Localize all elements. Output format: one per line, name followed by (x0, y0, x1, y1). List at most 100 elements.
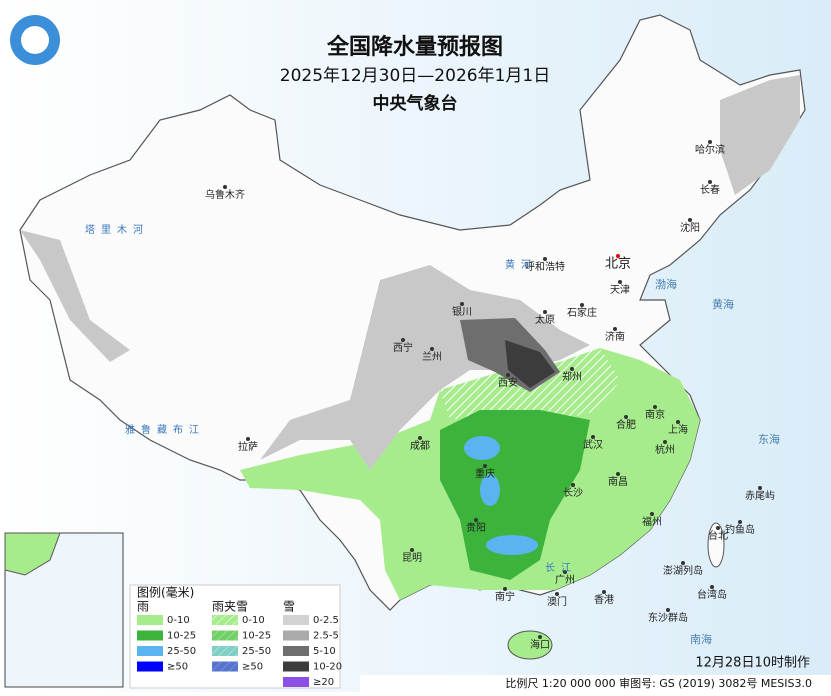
city-dot (710, 585, 714, 589)
city-label: 南京 (645, 408, 665, 421)
city-dot (571, 483, 575, 487)
rain-heavy (480, 474, 500, 506)
legend-swatch (137, 646, 163, 656)
legend-title: 图例(毫米) (137, 585, 194, 600)
city-label: 哈尔滨 (695, 143, 725, 156)
legend-label: ≥20 (313, 677, 334, 688)
city-dot (563, 570, 567, 574)
city-dot (708, 140, 712, 144)
city-label: 兰州 (422, 350, 442, 363)
city-dot (538, 635, 542, 639)
city-dot (410, 548, 414, 552)
legend-label: 25-50 (167, 646, 196, 657)
city-label: 南昌 (608, 475, 628, 488)
city-dot (543, 257, 547, 261)
city-dot (483, 464, 487, 468)
legend-swatch (283, 630, 309, 641)
taiwan (707, 522, 725, 568)
river-label: 长江 (545, 562, 577, 574)
snow-heavy (505, 340, 555, 388)
city-dot (688, 218, 692, 222)
city-dot (653, 405, 657, 409)
city-dot (666, 608, 670, 612)
snow-light (720, 75, 800, 195)
legend-hatch (212, 615, 238, 625)
city-label: 乌鲁木齐 (205, 188, 245, 201)
city-label: 西宁 (393, 341, 413, 354)
city-label: 北京 (605, 257, 631, 272)
inset-land (4, 532, 61, 576)
snow-light (20, 230, 130, 362)
legend-swatch (283, 615, 309, 625)
city-label: 西安 (498, 376, 518, 389)
city-dot (555, 592, 559, 596)
footer-scale: 比例尺 1:20 000 000 审图号: GS (2019) 3082号 ME… (505, 676, 812, 690)
city-label: 海口 (530, 638, 550, 651)
legend-label: 0-2.5 (313, 615, 339, 626)
city-dot (246, 437, 250, 441)
city-label: 合肥 (616, 418, 636, 431)
legend-label: 25-50 (242, 646, 271, 657)
city-label: 郑州 (562, 370, 582, 383)
sea-label: 黄海 (712, 297, 734, 311)
city-label: 上海 (668, 423, 688, 436)
city-dot (418, 436, 422, 440)
city-label: 澳门 (547, 595, 567, 608)
legend-swatch (283, 646, 309, 656)
legend-swatch (137, 615, 163, 625)
legend-column-title: 雨 (137, 600, 149, 614)
city-label: 昆明 (402, 552, 422, 564)
river-label: 黄河 (505, 258, 537, 271)
legend-label: 5-10 (313, 646, 336, 657)
city-dot (663, 440, 667, 444)
city-label: 长沙 (563, 487, 583, 499)
legend-hatch (212, 630, 238, 641)
city-label: 南宁 (495, 590, 515, 603)
date-range: 2025年12月30日—2026年1月1日 (280, 66, 550, 86)
city-dot (624, 415, 628, 419)
city-dot (503, 587, 507, 591)
rain-heavy (486, 535, 538, 555)
city-dot (676, 420, 680, 424)
legend-label: 0-10 (167, 615, 190, 626)
legend-column-title: 雪 (283, 600, 295, 614)
city-label: 香港 (594, 594, 614, 606)
legend-swatch (137, 661, 163, 672)
city-dot (602, 590, 606, 594)
city-label: 拉萨 (238, 440, 258, 453)
city-dot (223, 185, 227, 189)
city-label: 钓鱼岛 (725, 523, 755, 536)
city-dot (616, 472, 620, 476)
city-label: 石家庄 (567, 306, 597, 319)
city-dot (506, 373, 510, 377)
city-label: 武汉 (583, 438, 603, 451)
city-label: 呼和浩特 (525, 261, 565, 273)
city-label: 银川 (452, 305, 472, 318)
city-dot (618, 280, 622, 284)
legend-swatch (283, 677, 309, 687)
city-dot (650, 512, 654, 516)
legend-hatch (212, 661, 238, 672)
snow-light (260, 265, 590, 470)
city-label: 广州 (555, 574, 575, 586)
river-label: 雅鲁藏布江 (125, 423, 205, 436)
legend-label: 0-10 (242, 615, 265, 626)
legend-label: 10-25 (167, 631, 196, 642)
city-label: 沈阳 (680, 221, 700, 234)
city-label: 贵阳 (466, 521, 486, 534)
city-dot (460, 302, 464, 306)
city-label: 杭州 (655, 443, 675, 456)
footer-made: 12月28日10时制作 (695, 656, 810, 671)
city-dot (613, 327, 617, 331)
city-dot (474, 518, 478, 522)
city-dot (430, 347, 434, 351)
legend-label: ≥50 (167, 662, 188, 673)
city-dot (591, 435, 595, 439)
city-dot (570, 367, 574, 371)
city-dot (758, 486, 762, 490)
title: 全国降水量预报图 (326, 34, 503, 60)
city-dot (401, 338, 405, 342)
city-dot (738, 520, 742, 524)
legend-swatch (283, 661, 309, 672)
